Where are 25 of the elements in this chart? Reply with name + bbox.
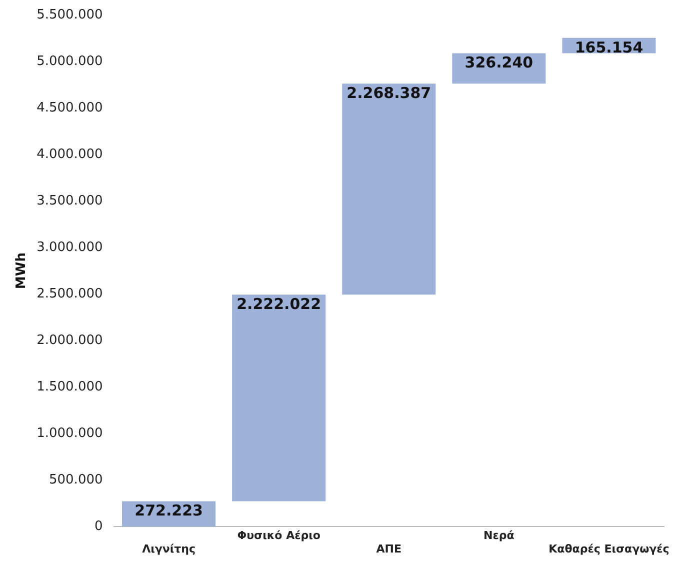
x-tick-label: Λιγνίτης (142, 542, 196, 556)
y-tick-label: 1.000.000 (36, 426, 103, 441)
y-tick-label: 5.000.000 (36, 54, 103, 69)
x-tick-label: ΑΠΕ (376, 542, 402, 556)
y-axis-title: MWh (14, 252, 30, 290)
data-label: 2.222.022 (236, 294, 322, 313)
y-tick-label: 1.500.000 (36, 379, 103, 394)
y-tick-label: 4.000.000 (36, 146, 103, 162)
bar (232, 294, 326, 502)
y-tick-label: 0 (94, 518, 103, 534)
y-tick-label: 3.000.000 (36, 240, 103, 255)
y-tick-label: 4.500.000 (36, 100, 103, 116)
bar (342, 84, 436, 295)
data-label: 272.223 (134, 502, 203, 520)
y-tick-label: 500.000 (48, 472, 103, 488)
y-tick-label: 3.500.000 (36, 193, 103, 208)
x-tick-label: Φυσικό Αέριο (237, 529, 321, 542)
data-label: 2.268.387 (346, 84, 432, 102)
x-tick-label: Καθαρές Εισαγωγές (548, 542, 670, 556)
x-tick-label: Νερά (484, 529, 515, 542)
data-label: 326.240 (464, 54, 534, 72)
y-tick-label: 5.500.000 (36, 7, 103, 22)
y-tick-label: 2.000.000 (36, 332, 103, 348)
y-tick-label: 2.500.000 (36, 286, 103, 302)
data-label: 165.154 (574, 38, 644, 56)
